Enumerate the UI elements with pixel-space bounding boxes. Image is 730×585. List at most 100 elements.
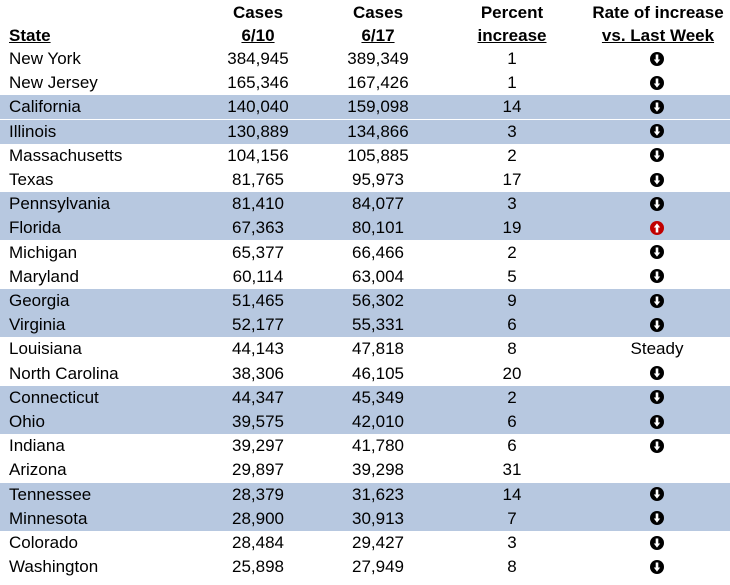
header-state: State: [9, 24, 51, 47]
rate-cell: [588, 241, 726, 265]
cases-617-cell: 46,105: [352, 363, 404, 383]
state-cell: Florida: [9, 218, 61, 238]
table-row: New Jersey 165,346 167,426 1: [0, 71, 730, 95]
arrow-down-icon: [650, 366, 664, 381]
cases-617-cell: 66,466: [352, 242, 404, 262]
cases-610-cell: 52,177: [232, 315, 284, 335]
cases-610-cell: 51,465: [232, 291, 284, 310]
cases-617-cell: 389,349: [347, 49, 409, 68]
arrow-down-icon: [650, 438, 664, 453]
rate-cell: [588, 95, 726, 119]
cases-610-cell: 81,765: [232, 170, 284, 189]
rate-cell: Steady: [588, 337, 726, 361]
state-cell: Tennessee: [9, 484, 92, 504]
rate-cell: [588, 483, 726, 507]
cases-610-cell: 44,143: [232, 339, 284, 359]
percent-increase-cell: 20: [502, 363, 522, 383]
cases-617-cell: 63,004: [352, 266, 404, 286]
cases-617-cell: 167,426: [347, 73, 409, 93]
cases-610-cell: 39,575: [232, 412, 284, 431]
arrow-down-icon: [650, 75, 664, 90]
percent-increase-cell: 1: [507, 73, 517, 93]
header-percent-line1: Percent: [480, 3, 544, 22]
rate-cell: [588, 410, 726, 434]
table-row: Michigan 65,377 66,466 2: [0, 241, 730, 265]
arrow-down-icon: [650, 487, 664, 502]
table-row: Louisiana 44,143 47,818 8 Steady: [0, 337, 730, 361]
cases-617-cell: 95,973: [352, 170, 404, 189]
arrow-down-icon: [650, 390, 664, 405]
state-cell: Washington: [9, 557, 99, 577]
rate-cell: [588, 531, 726, 555]
cases-610-cell: 65,377: [232, 242, 284, 262]
state-cell: North Carolina: [9, 363, 119, 383]
table-row: Ohio 39,575 42,010 6: [0, 410, 730, 434]
state-cell: Georgia: [9, 291, 70, 310]
state-cell: New York: [9, 49, 81, 68]
percent-increase-cell: 3: [507, 121, 517, 141]
rate-cell: [588, 168, 726, 192]
rate-cell: [588, 313, 726, 337]
rate-cell: [588, 555, 726, 579]
cases-610-cell: 130,889: [227, 121, 289, 141]
cases-610-cell: 25,898: [232, 557, 284, 577]
table-row: Tennessee 28,379 31,623 14: [0, 482, 730, 507]
arrow-down-icon: [650, 559, 664, 574]
rate-cell: [588, 144, 726, 168]
state-cell: Texas: [9, 170, 54, 189]
arrow-down-icon: [650, 51, 664, 66]
percent-increase-cell: 2: [507, 145, 517, 165]
cases-610-cell: 67,363: [232, 218, 284, 238]
header-cases-610: Cases 6/10: [210, 1, 306, 47]
percent-increase-cell: 6: [507, 436, 517, 456]
header-rate-line1: Rate of increase: [592, 3, 724, 22]
state-cell: Pennsylvania: [9, 194, 111, 214]
header-cases-617-line2: 6/17: [361, 26, 395, 45]
rate-cell: [588, 47, 726, 71]
cases-617-cell: 80,101: [352, 218, 404, 238]
table-row: Arizona 29,897 39,298 31: [0, 458, 730, 482]
rate-text: Steady: [630, 339, 684, 359]
state-cell: Louisiana: [9, 339, 82, 359]
rate-cell: [588, 434, 726, 458]
header-percent-increase: Percent increase: [470, 1, 554, 47]
table-row: Georgia 51,465 56,302 9: [0, 289, 730, 313]
arrow-down-icon: [650, 317, 664, 332]
percent-increase-cell: 17: [502, 170, 522, 189]
rate-cell: [588, 265, 726, 289]
percent-increase-cell: 9: [507, 291, 517, 310]
cases-610-cell: 165,346: [227, 73, 289, 93]
header-cases-610-line1: Cases: [232, 3, 284, 22]
arrow-down-icon: [650, 511, 664, 526]
cases-617-cell: 27,949: [352, 557, 404, 577]
table-row: Washington 25,898 27,949 8: [0, 555, 730, 579]
table-row: Indiana 39,297 41,780 6: [0, 434, 730, 458]
rate-cell: [588, 120, 726, 144]
arrow-down-icon: [650, 414, 664, 429]
table-row: North Carolina 38,306 46,105 20: [0, 362, 730, 386]
percent-increase-cell: 3: [507, 533, 517, 552]
header-rate-line2: vs. Last Week: [601, 26, 715, 45]
percent-increase-cell: 3: [507, 194, 517, 214]
arrow-down-icon: [650, 245, 664, 260]
table-row: Illinois 130,889 134,866 3: [0, 119, 730, 144]
cases-617-cell: 55,331: [352, 315, 404, 335]
state-cell: Massachusetts: [9, 145, 123, 165]
cases-610-cell: 29,897: [232, 460, 284, 480]
cases-617-cell: 45,349: [352, 387, 404, 407]
header-percent-line2: increase: [477, 26, 547, 45]
header-rate: Rate of increase vs. Last Week: [588, 1, 728, 47]
state-cell: California: [9, 97, 81, 117]
rate-cell: [588, 71, 726, 95]
percent-increase-cell: 5: [507, 266, 517, 286]
arrow-down-icon: [650, 269, 664, 284]
arrow-down-icon: [650, 172, 664, 187]
header-cases-610-line2: 6/10: [241, 26, 275, 45]
arrow-down-icon: [650, 99, 664, 114]
cases-617-cell: 30,913: [352, 508, 404, 528]
table-row: Connecticut 44,347 45,349 2: [0, 385, 730, 410]
arrow-up-icon: [650, 220, 664, 235]
percent-increase-cell: 6: [507, 412, 517, 431]
state-cell: Connecticut: [9, 387, 99, 407]
